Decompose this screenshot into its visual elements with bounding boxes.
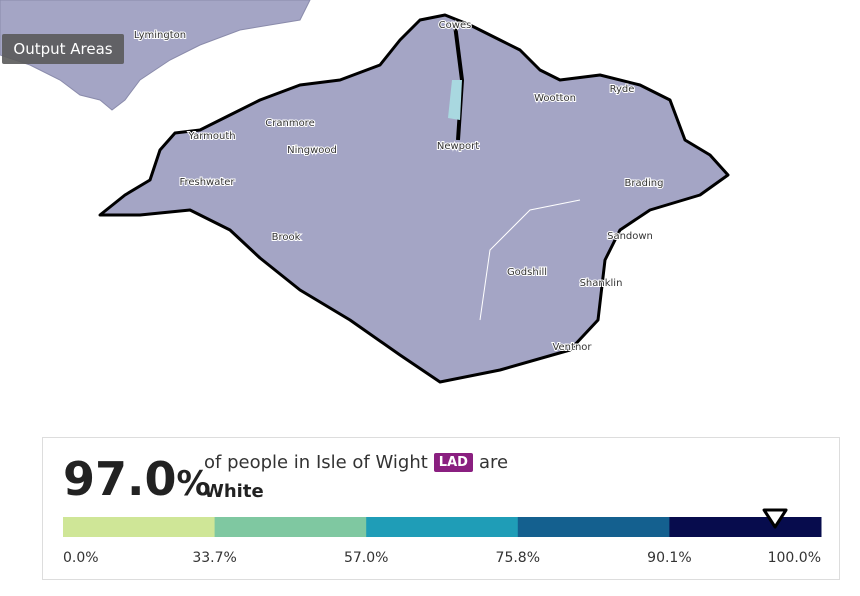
description: of people in Isle of Wight LAD are — [204, 452, 508, 473]
text-after: are — [478, 452, 509, 473]
place-label: Cowes — [439, 20, 472, 31]
place-label: Lymington — [134, 30, 186, 41]
place-label: Shanklin — [580, 278, 623, 289]
layer-button[interactable]: Output Areas — [2, 34, 124, 64]
place-label: Brading — [625, 178, 664, 189]
place-label: Godshill — [507, 267, 547, 278]
badge: LAD — [433, 453, 473, 472]
mainland — [0, 0, 311, 111]
text-before: of people in Isle of Wight — [204, 452, 428, 473]
place-label: Brook — [272, 232, 301, 243]
place-label: Ryde — [610, 84, 635, 95]
island — [98, 13, 730, 384]
place-label: Yarmouth — [187, 131, 235, 142]
headline-value: 97.0% — [63, 452, 211, 506]
boundary — [479, 199, 581, 321]
category: White — [204, 481, 264, 502]
unit: % — [176, 464, 211, 504]
place-label: Freshwater — [179, 177, 235, 188]
place-label: Ventnor — [552, 342, 592, 353]
place-label: Cranmore — [265, 118, 314, 129]
place-labels: Lymington Cowes Yarmouth Cranmore Ningwood Ne… — [133, 19, 665, 354]
place-label: Sandown — [607, 231, 653, 242]
summary-panel: 97.0% of people in Isle of Wight LAD are W… — [42, 437, 840, 580]
map: Lymington Cowes Yarmouth Cranmore Ningwood Ne… — [0, 0, 730, 384]
value: 97.0 — [63, 452, 177, 506]
place-label: Wootton — [534, 93, 576, 104]
river-estuary — [448, 80, 462, 120]
place-label: Newport — [437, 141, 479, 152]
place-label: Ningwood — [287, 145, 337, 156]
